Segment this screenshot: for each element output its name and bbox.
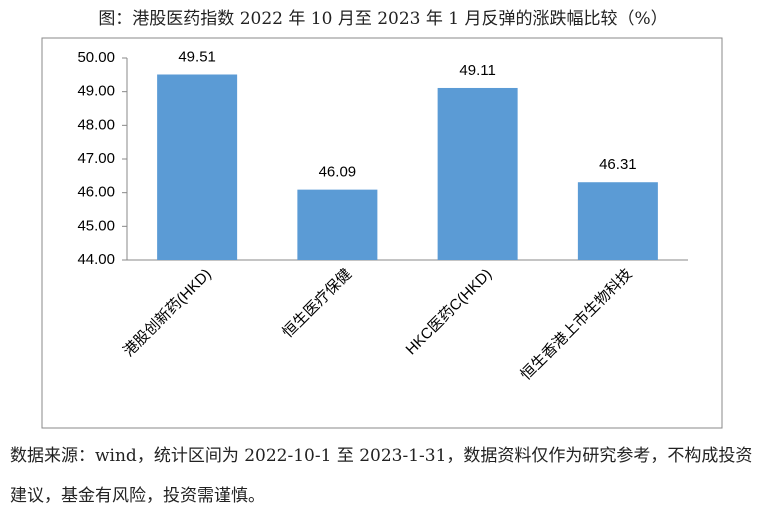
chart-border: [41, 37, 723, 429]
y-tick-label: 47.00: [77, 150, 115, 167]
y-tick-label: 48.00: [77, 116, 115, 133]
y-tick-label: 49.00: [77, 83, 115, 100]
y-tick-label: 44.00: [77, 251, 115, 268]
x-tick-label: 恒生医疗保健: [279, 266, 355, 342]
y-tick-label: 50.00: [77, 49, 115, 66]
x-tick-label: 恒生香港上市生物科技: [517, 266, 635, 384]
data-label: 46.31: [599, 156, 637, 173]
y-tick-label: 45.00: [77, 217, 115, 234]
bar: [297, 189, 378, 260]
data-label: 49.11: [459, 62, 495, 79]
chart: 44.00 45.00 46.00 47.00 48.00 49.00 50.00 港股创新药…: [41, 37, 723, 429]
x-tick-label: HKC医药C(HKD): [403, 266, 496, 359]
bar: [577, 182, 658, 260]
y-tick-label: 46.00: [77, 184, 115, 201]
data-label: 49.51: [178, 48, 216, 65]
source-note: 数据来源：wind，统计区间为 2022-10-1 至 2023-1-31，数据…: [10, 446, 753, 506]
bar: [437, 87, 518, 260]
chart-title: 图：港股医药指数 2022 年 10 月至 2023 年 1 月反弹的涨跌幅比较…: [98, 9, 668, 29]
bar: [157, 74, 238, 260]
x-tick-label: 港股创新药(HKD): [120, 266, 215, 361]
data-label: 46.09: [319, 164, 357, 181]
